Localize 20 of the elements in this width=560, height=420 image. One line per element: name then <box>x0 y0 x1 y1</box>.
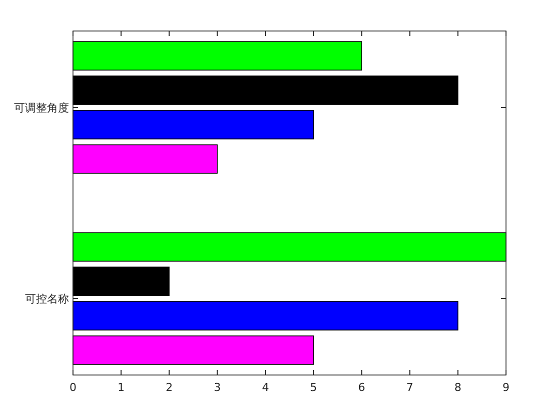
x-tick-label: 3 <box>214 381 221 394</box>
x-tick-label: 9 <box>502 381 510 394</box>
x-tick-label: 0 <box>70 381 76 394</box>
y-tick-label: 可控名称 <box>25 292 69 306</box>
bar <box>72 76 458 105</box>
bar <box>72 266 170 296</box>
y-tick-label: 可调整角度 <box>14 101 69 114</box>
x-tick-label: 8 <box>454 381 462 394</box>
bar <box>72 41 362 71</box>
bar <box>72 301 458 330</box>
x-tick-label: 1 <box>118 381 125 394</box>
x-tick-label: 7 <box>406 381 414 394</box>
bar <box>72 232 506 262</box>
x-tick-label: 5 <box>310 381 318 394</box>
bar <box>72 144 218 174</box>
x-tick-label: 2 <box>166 381 173 394</box>
x-tick-label: 6 <box>358 381 366 394</box>
bar <box>72 335 314 365</box>
x-tick-label: 4 <box>262 381 269 394</box>
bar <box>72 110 314 140</box>
